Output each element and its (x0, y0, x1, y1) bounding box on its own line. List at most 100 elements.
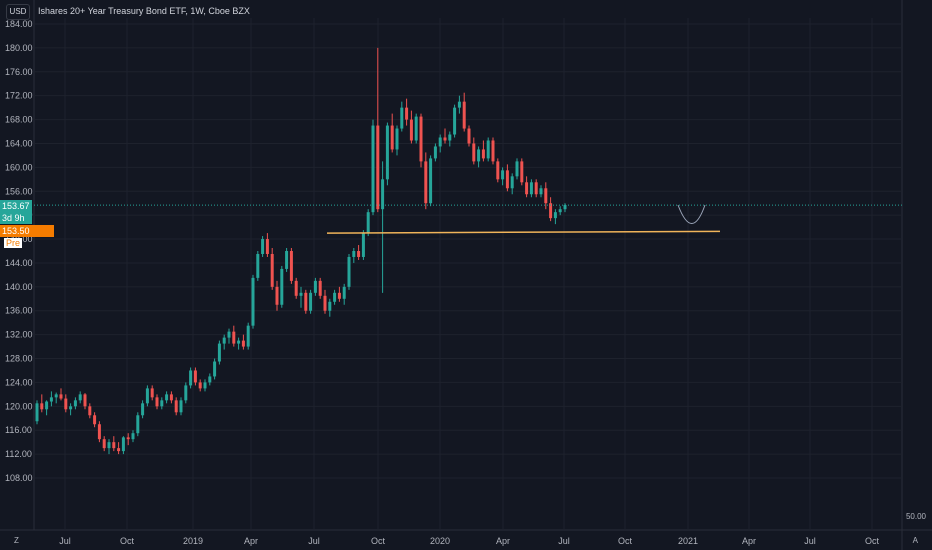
y-tick-label: 116.00 (5, 425, 32, 435)
y-axis[interactable]: 184.00 180.00 176.00 172.00 168.00 164.00 160.… (5, 19, 33, 483)
candle (553, 209, 557, 225)
candle-body (83, 394, 87, 407)
candle (337, 286, 341, 302)
candle-body (501, 170, 505, 180)
candle (544, 182, 548, 210)
candle (59, 388, 63, 401)
candle-body (477, 149, 481, 162)
candle-body (385, 125, 389, 180)
candle-body (563, 205, 567, 210)
candle (198, 379, 202, 392)
overlays (34, 204, 902, 234)
x-axis[interactable]: Jul Oct 2019 Apr Jul Oct 2020 Apr Jul Oct 2021 Apr J… (59, 536, 879, 546)
candle (126, 433, 130, 446)
candle (121, 436, 125, 455)
candle-body (414, 116, 418, 141)
candle (35, 400, 39, 425)
candle-body (448, 134, 452, 141)
candle (361, 230, 365, 260)
log-scale-toggle[interactable]: Z (14, 536, 19, 545)
candle (69, 403, 73, 416)
candle (227, 328, 231, 344)
candle-body (126, 437, 130, 440)
candle (472, 137, 476, 165)
candle-body (73, 400, 77, 407)
candle-body (285, 251, 289, 269)
candle-body (505, 170, 509, 189)
candle (313, 277, 317, 296)
candle-body (40, 403, 44, 410)
candle (261, 236, 265, 257)
x-tick-label: Jul (59, 536, 71, 546)
y-tick-label: 160.00 (5, 162, 33, 172)
candle-body (462, 101, 466, 129)
candle-body (241, 340, 245, 347)
scale-value: 50.00 (905, 512, 926, 521)
candle-body (395, 128, 399, 150)
candle-body (419, 116, 423, 162)
candle (49, 391, 53, 407)
candle (213, 358, 217, 380)
candle-body (453, 107, 457, 135)
candle (131, 430, 135, 443)
candle (189, 367, 193, 389)
candle-body (433, 146, 437, 159)
y-tick-label: 112.00 (5, 449, 32, 459)
candle-body (121, 437, 125, 452)
auto-scale-toggle[interactable]: A (912, 536, 918, 545)
candle-body (155, 397, 159, 407)
candle (520, 158, 524, 186)
candle-body (429, 158, 433, 204)
candle-body (544, 188, 548, 204)
candle-body (400, 107, 404, 129)
candle-body (337, 292, 341, 299)
candle-body (102, 439, 106, 449)
candle-body (203, 382, 207, 389)
candle (491, 137, 495, 165)
candle-body (304, 292, 308, 311)
candle-body (472, 143, 476, 162)
candle-body (553, 212, 557, 219)
candle (285, 248, 289, 272)
candle (328, 298, 332, 317)
candle-body (558, 209, 562, 213)
candle (457, 95, 461, 114)
candle-body (520, 161, 524, 183)
candle-body (136, 415, 140, 434)
candle (160, 397, 164, 410)
y-tick-label: 156.00 (5, 186, 33, 196)
x-tick-label: 2019 (183, 536, 203, 546)
candle (357, 245, 361, 260)
currency-selector[interactable]: USD (6, 4, 30, 20)
candle (304, 289, 308, 314)
bar-countdown-tag: 3d 9h (0, 212, 32, 224)
candle (486, 137, 490, 162)
candle-body (361, 233, 365, 257)
x-tick-label: Oct (618, 536, 633, 546)
candle-body (97, 424, 101, 440)
candle-body (438, 137, 442, 147)
candle (280, 265, 284, 308)
pre-label: Pre (4, 238, 23, 248)
candle-body (539, 188, 543, 195)
candle-body (309, 292, 313, 311)
candle (333, 289, 337, 305)
candle (289, 248, 293, 284)
candle (529, 179, 533, 198)
candle-body (227, 331, 231, 338)
candle (405, 98, 409, 126)
candle-body (45, 401, 49, 410)
candle (112, 436, 116, 452)
candle (400, 101, 404, 132)
candle (222, 334, 226, 350)
candle-body (107, 442, 111, 449)
candle (141, 400, 145, 419)
candle-body (313, 280, 317, 293)
candle (515, 158, 519, 180)
candle-body (270, 253, 274, 287)
candle-body (529, 182, 533, 195)
candle-body (88, 406, 92, 416)
